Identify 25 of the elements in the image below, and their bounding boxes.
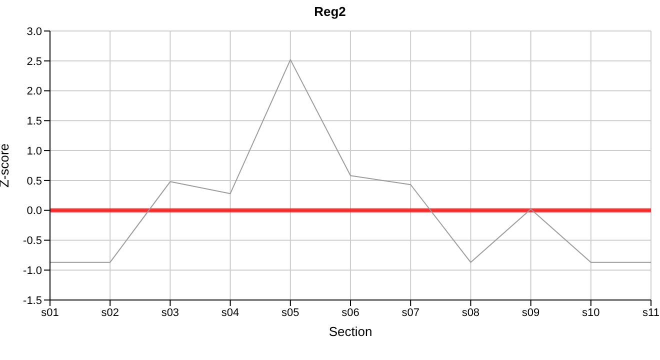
x-tick-label: s03: [161, 306, 180, 319]
y-tick-label: 1.5: [26, 116, 42, 128]
y-tick-label: 1.0: [26, 145, 42, 158]
y-axis-title: Z-score: [0, 143, 12, 188]
x-tick-label: s07: [402, 306, 420, 319]
y-tick-label: 0.0: [26, 205, 42, 218]
x-tick-label: s05: [282, 306, 300, 319]
y-tick-label: -1.0: [23, 265, 42, 278]
y-tick-label: 2.5: [26, 56, 42, 68]
line-series: [50, 59, 651, 263]
y-tick-label: -1.5: [23, 294, 42, 307]
x-tick-label: s01: [41, 306, 59, 319]
x-tick-label: s06: [342, 306, 360, 319]
y-tick-label: 2.0: [26, 86, 42, 98]
x-tick-label: s02: [101, 306, 119, 319]
y-tick-label: -0.5: [23, 235, 42, 248]
chart-title: Reg2: [313, 4, 347, 19]
x-tick-label: s04: [221, 306, 240, 319]
x-tick-label: s10: [582, 306, 600, 319]
x-tick-label: s11: [642, 306, 660, 319]
y-tick-label: 0.5: [26, 175, 42, 188]
x-tick-label: s08: [462, 306, 480, 319]
y-tick-label: 3.0: [26, 26, 42, 38]
x-tick-label: s09: [522, 306, 540, 319]
x-axis-title: Section: [328, 324, 372, 339]
